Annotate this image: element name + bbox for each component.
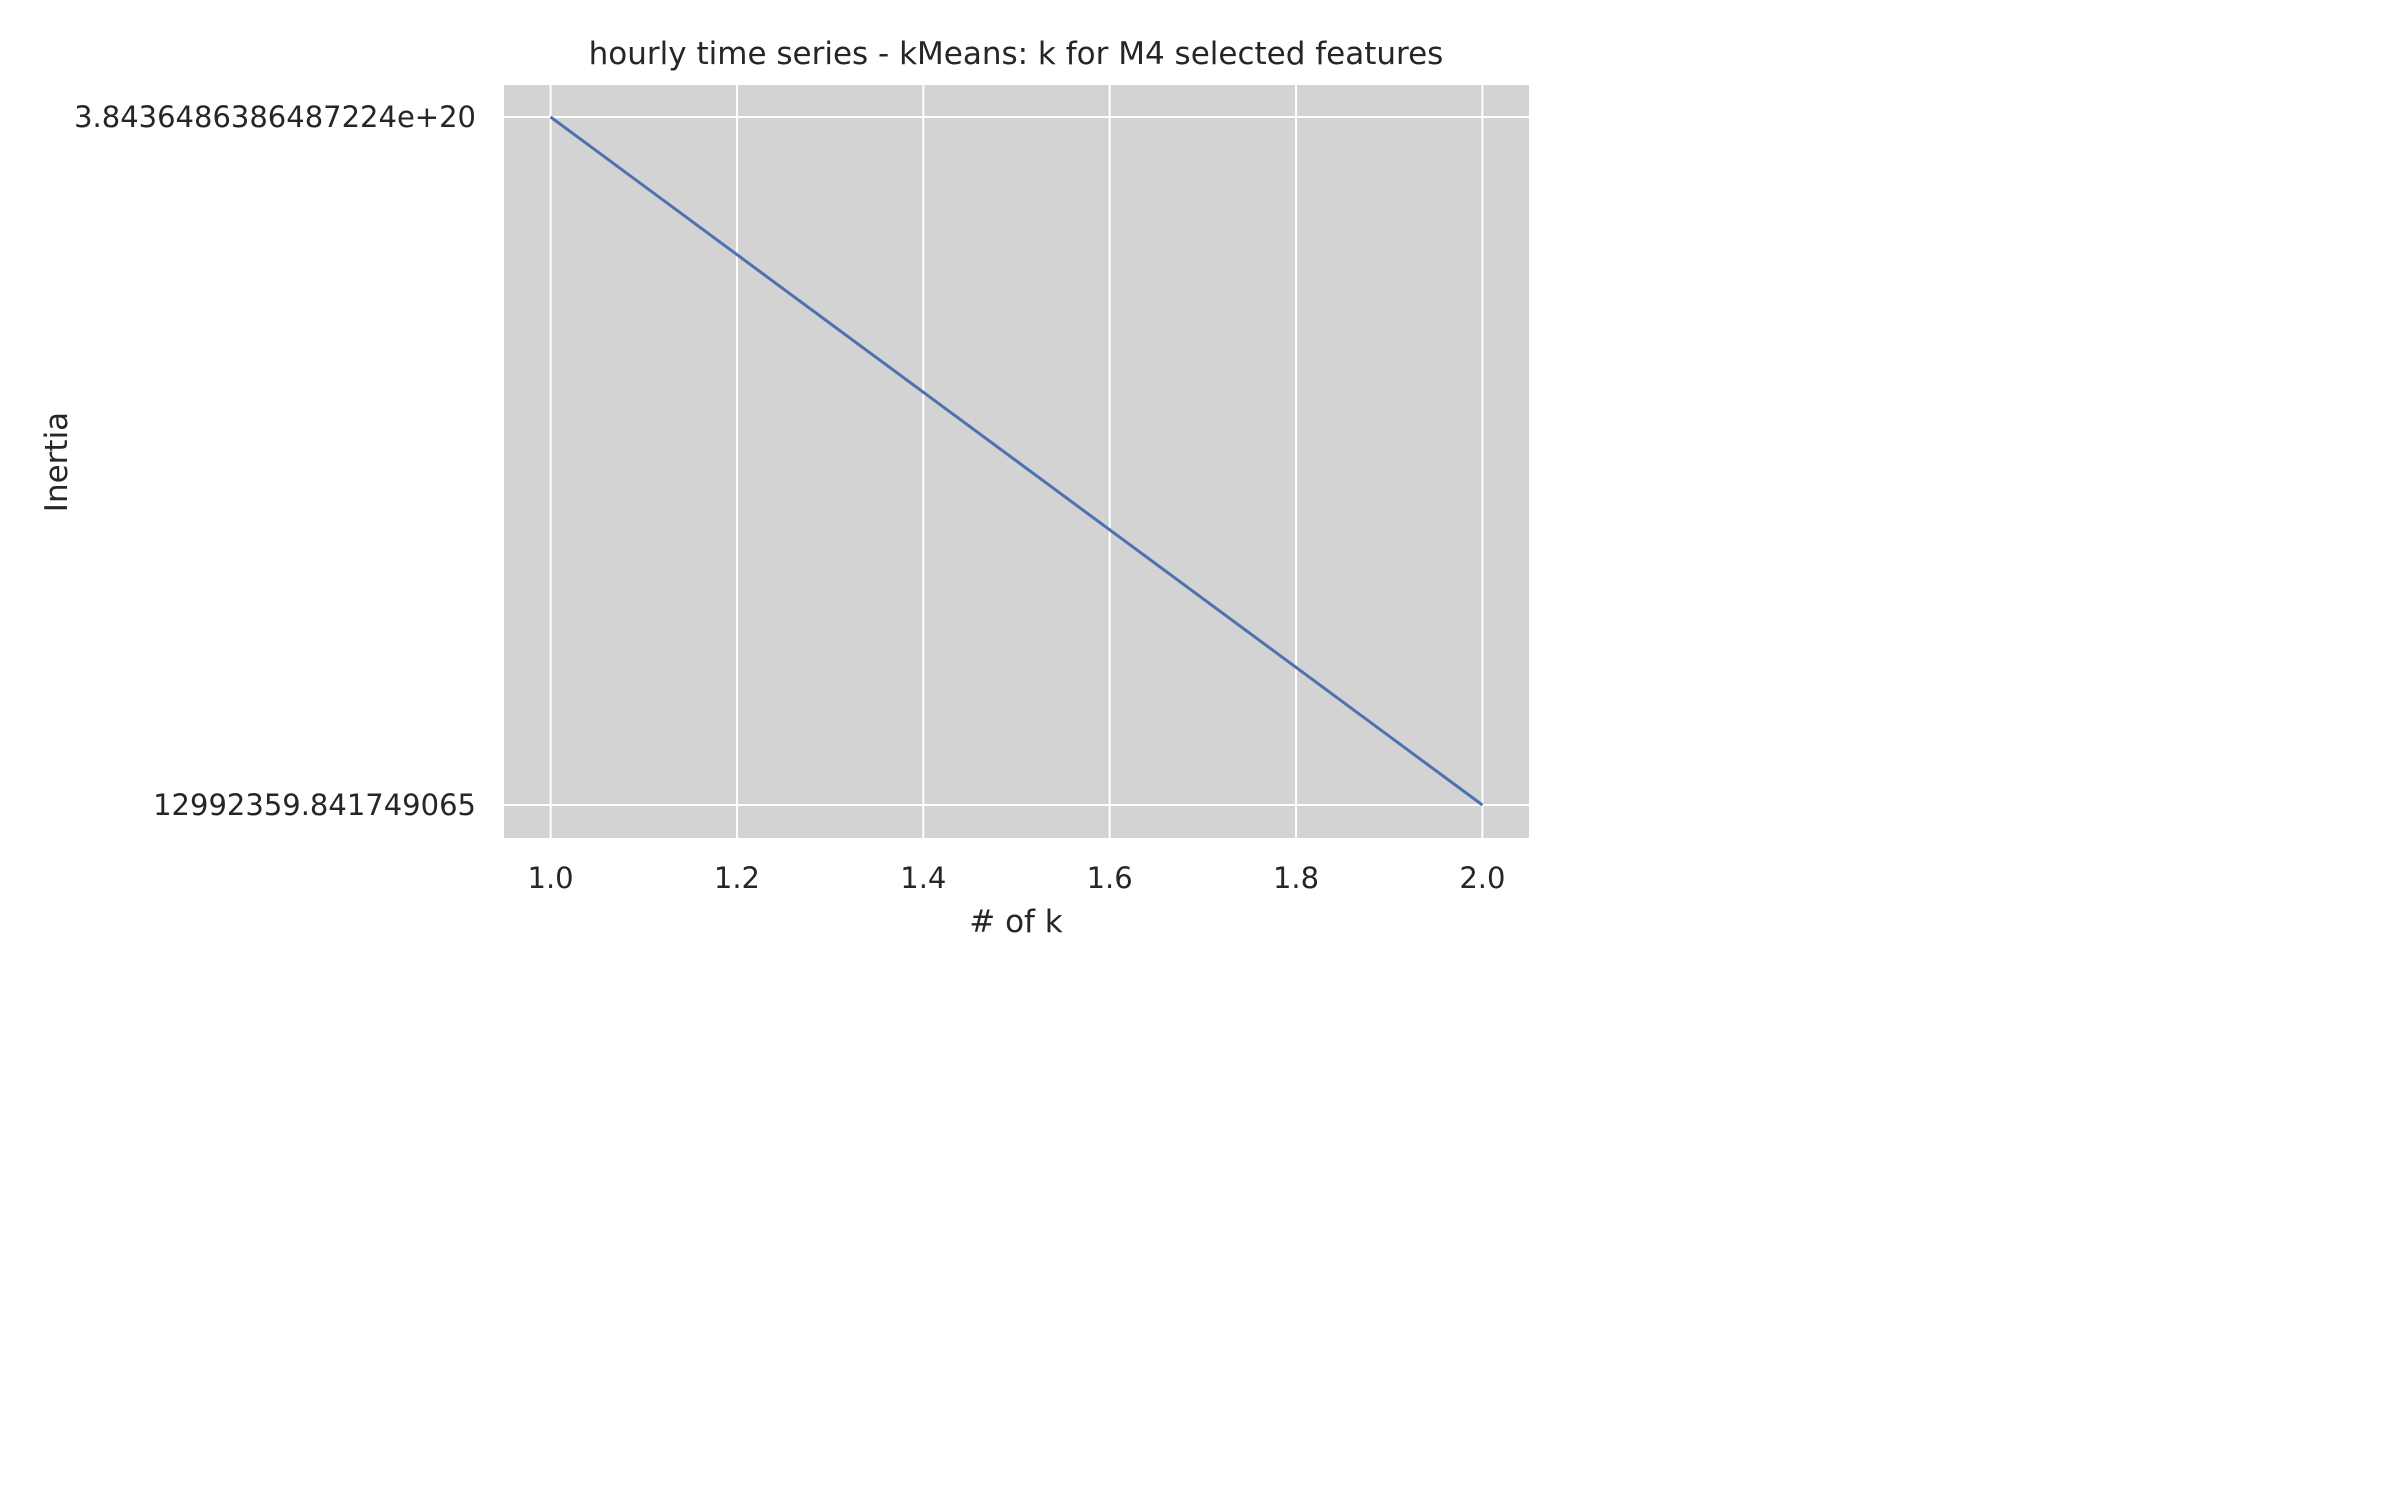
y-tick-labels: 3.8436486386487224e+20 12992359.841749065 <box>74 100 476 822</box>
x-tick-label: 1.6 <box>1087 861 1133 895</box>
chart-title: hourly time series - kMeans: k for M4 se… <box>589 36 1444 72</box>
x-tick-label: 1.0 <box>528 861 574 895</box>
y-axis-label: Inertia <box>39 412 75 512</box>
grid <box>504 85 1529 838</box>
chart: 1.0 1.2 1.4 1.6 1.8 2.0 3.8436486386487224e+2… <box>39 36 1529 940</box>
x-tick-label: 1.8 <box>1273 861 1319 895</box>
y-tick-label: 12992359.841749065 <box>153 788 476 822</box>
x-axis-label: # of k <box>969 904 1063 940</box>
x-tick-label: 1.4 <box>900 861 946 895</box>
x-tick-label: 1.2 <box>714 861 760 895</box>
series-layer <box>549 115 1484 807</box>
y-tick-label: 3.8436486386487224e+20 <box>74 100 476 134</box>
x-tick-label: 2.0 <box>1459 861 1505 895</box>
x-tick-labels: 1.0 1.2 1.4 1.6 1.8 2.0 <box>528 861 1506 895</box>
series-line <box>549 115 1484 807</box>
